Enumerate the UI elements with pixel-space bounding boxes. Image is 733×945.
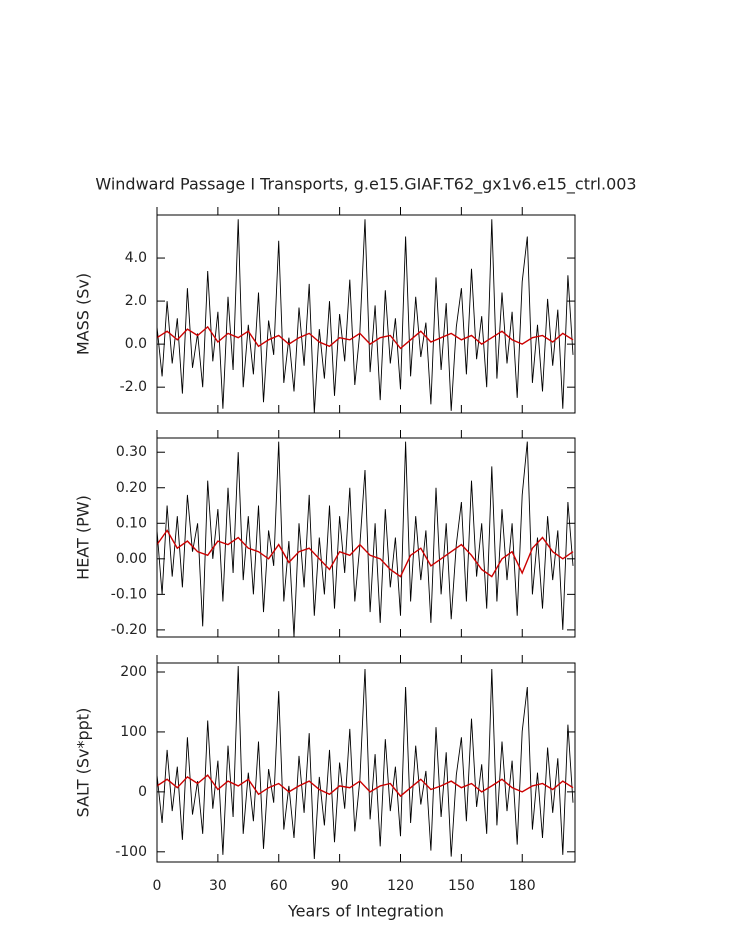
y-tick-label: 200: [120, 664, 147, 680]
y-axis-label: MASS (Sv): [74, 273, 93, 355]
series-line: [156, 325, 574, 350]
series-line: [156, 774, 574, 798]
y-tick-label: -2.0: [120, 379, 147, 395]
y-axis-label: SALT (Sv*ppt): [74, 708, 93, 818]
x-tick-label: 150: [448, 878, 475, 894]
y-tick-label: 0: [138, 784, 147, 800]
y-tick-label: 2.0: [125, 293, 147, 309]
x-axis-label: Years of Integration: [287, 902, 444, 921]
y-tick-label: 0.20: [116, 480, 147, 496]
y-tick-label: 0.00: [116, 551, 147, 567]
x-tick-label: 0: [153, 878, 162, 894]
series-line: [156, 441, 574, 638]
plot-frame: [156, 214, 576, 414]
y-tick-label: 0.0: [125, 336, 147, 352]
y-axis-label: HEAT (PW): [74, 495, 93, 580]
x-tick-label: 120: [387, 878, 414, 894]
plot-frame: [156, 437, 576, 638]
x-tick-label: 60: [270, 878, 288, 894]
x-tick-label: 90: [331, 878, 349, 894]
series-line: [156, 665, 574, 860]
y-tick-label: -0.20: [111, 622, 147, 638]
plot-frame: [156, 662, 576, 863]
chart-title: Windward Passage I Transports, g.e15.GIA…: [95, 175, 636, 195]
y-tick-label: 0.30: [116, 444, 147, 460]
y-tick-label: 4.0: [125, 250, 147, 266]
series-line: [156, 529, 574, 578]
x-tick-label: 180: [509, 878, 536, 894]
y-tick-label: 100: [120, 724, 147, 740]
x-tick-label: 30: [209, 878, 227, 894]
series-line: [156, 219, 574, 414]
y-tick-label: 0.10: [116, 515, 147, 531]
y-tick-label: -0.10: [111, 586, 147, 602]
y-tick-label: -100: [115, 844, 147, 860]
